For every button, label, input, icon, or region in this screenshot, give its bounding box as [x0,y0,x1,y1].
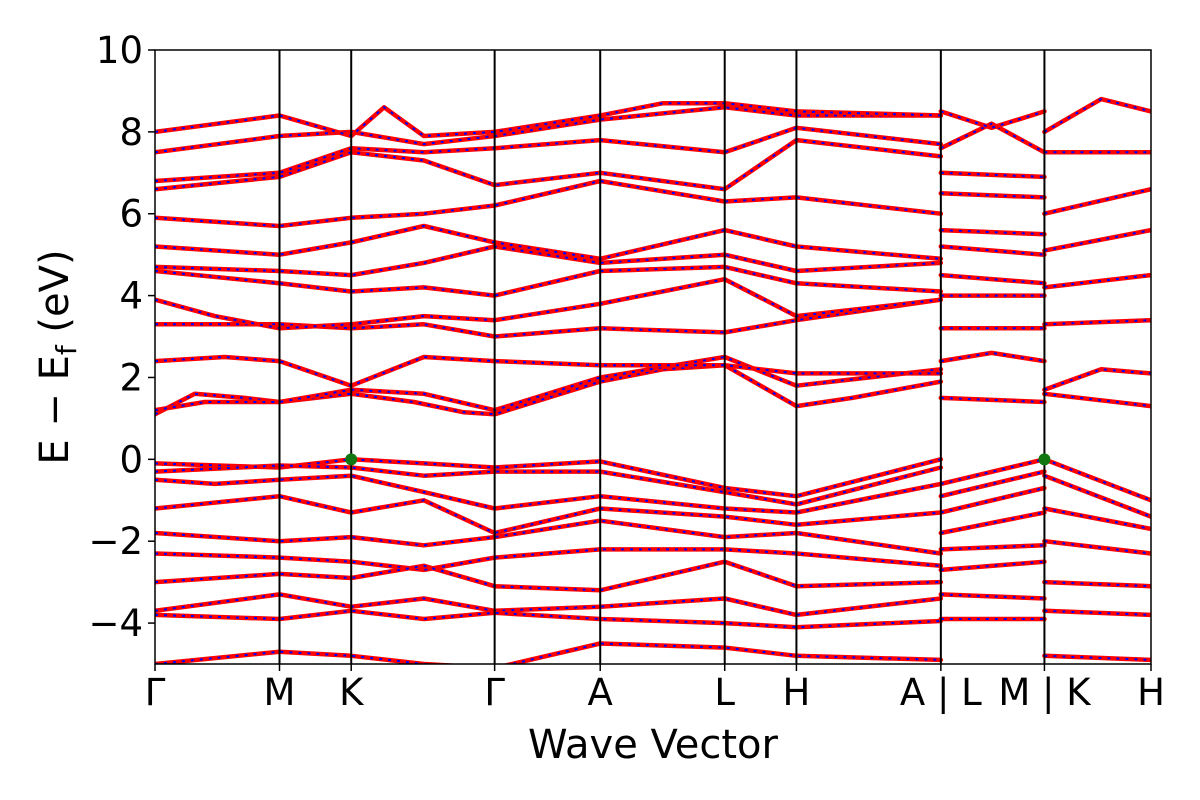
x-tick-label: Γ [484,671,505,714]
band-line [1042,317,1151,327]
x-tick-label: M [264,671,296,714]
y-tick-label: 10 [96,29,143,72]
band-line [1042,608,1151,618]
band-line [155,518,944,556]
band-line-overlay [1044,229,1151,252]
y-axis-title: E − Ef (eV) [32,249,83,464]
y-tick-label: 6 [119,193,143,236]
highlight-markers [345,453,1051,466]
band-line [155,592,944,618]
x-tick-label: A | L [900,671,982,714]
band-line [938,272,1047,286]
band-line-overlay [155,458,942,498]
band-line [155,137,944,192]
svg-text:E − Ef (eV): E − Ef (eV) [32,249,83,464]
y-tick-label: 4 [119,275,143,318]
band-line [938,395,1047,405]
y-axis-title-space [32,333,78,346]
y-axis-title-main: E − E [32,355,78,465]
band-line [1042,538,1151,556]
x-tick-label: H [1137,671,1165,714]
band-line [938,350,1047,364]
plot-frame [154,49,1152,665]
y-axis-title-subscript: f [50,344,83,355]
y-tick-label: 2 [119,356,143,399]
x-tick-label: Γ [145,671,166,714]
x-tick-label: H [783,671,811,714]
band-line [938,191,1047,200]
band-line-overlay [155,495,941,535]
band-line-overlay [1044,474,1151,518]
band-line [938,559,1047,573]
band-line [155,297,944,339]
band-line [155,178,944,229]
band-line-overlay [1043,98,1151,133]
band-line [938,170,1047,180]
band-line-overlay [155,278,941,330]
band-line [1042,367,1151,392]
band-lines-group [155,96,1151,664]
band-line-overlay [155,139,941,191]
band-line [938,469,1047,499]
x-axis-title: Wave Vector [528,722,779,768]
high-symmetry-lines [278,50,1046,664]
band-line [155,354,944,388]
band-line-overlay [1044,368,1151,391]
band-line-overlay [940,122,1045,154]
band-line [938,543,1047,552]
x-tick-label: A [588,671,613,714]
band-line [938,227,1047,237]
band-line [1042,391,1151,409]
y-tick-label: 0 [119,438,143,481]
y-tick-label: −2 [88,520,143,563]
band-line [938,457,1047,487]
band-line [155,547,944,573]
band-line [1042,579,1151,589]
band-line-overlay [155,364,941,416]
band-line-overlay [155,519,941,555]
band-line-overlay [155,355,941,412]
band-line [1042,272,1151,290]
band-line-overlay [1044,188,1151,215]
band-line-overlay [155,642,941,664]
x-tick-label: K [339,671,365,714]
band-line [938,510,1047,536]
band-line-overlay [1044,507,1151,530]
band-line-overlay [940,110,1045,129]
band-line [155,559,944,593]
band-line [938,244,1047,257]
band-line [938,592,1047,601]
band-line-overlay [1044,458,1151,502]
y-axis-title-unit: (eV) [32,249,78,332]
band-line [1042,653,1151,663]
band-line [1042,96,1151,135]
band-line-overlay [155,265,941,297]
band-line [938,485,1047,515]
vbm-marker [345,453,358,466]
x-tick-label: L [714,671,735,714]
x-tick-label: M | K [998,671,1092,714]
y-tick-label: −4 [88,602,143,645]
y-axis-ticks: −4 −2 0 2 4 6 8 10 [88,29,155,645]
band-line-overlay [155,474,941,514]
y-tick-label: 8 [119,111,143,154]
band-line [938,109,1047,131]
band-line-overlay [155,179,941,228]
vbm-marker [1038,453,1051,466]
